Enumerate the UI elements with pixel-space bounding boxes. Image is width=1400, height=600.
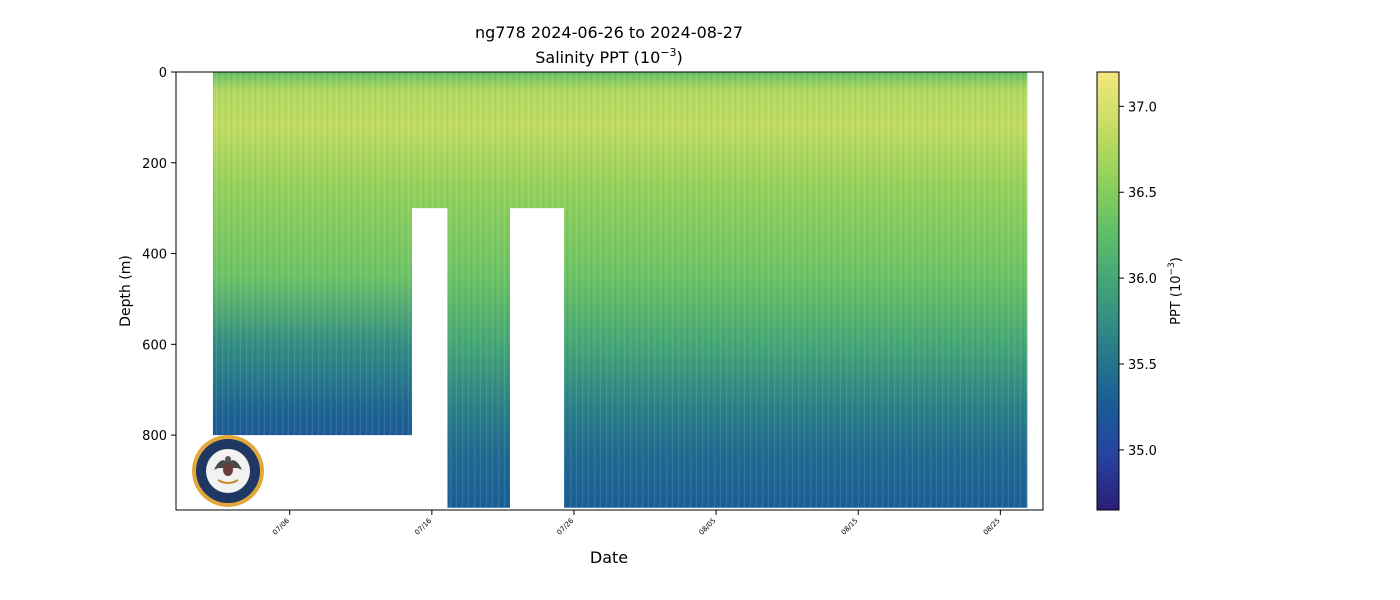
data-segment-texture (447, 72, 511, 508)
colorbar-tick-label: 35.0 (1128, 444, 1157, 459)
x-tick-label: 07/16 (413, 516, 433, 536)
y-tick-label: 0 (159, 66, 167, 81)
data-segment-texture (411, 72, 448, 209)
data-segment-texture (212, 72, 412, 436)
x-tick-label: 07/26 (555, 516, 575, 536)
y-axis: 0 200 400 600 800 (142, 66, 176, 444)
x-tick-label: 07/06 (271, 516, 291, 536)
colorbar-tick-label: 35.5 (1128, 358, 1157, 373)
navy-seal-logo (192, 435, 264, 507)
y-axis-label: Depth (m) (118, 255, 134, 327)
chart-title-line2-exp: −3 (660, 46, 676, 59)
colorbar-label: PPT (10−3) (1167, 257, 1184, 325)
colorbar-label-exp: −3 (1167, 262, 1177, 275)
y-tick-label: 200 (142, 157, 167, 172)
chart-title-line1: ng778 2024-06-26 to 2024-08-27 (475, 23, 743, 42)
plot-area-frame (175, 71, 1044, 511)
chart-title-line2-suffix: ) (677, 48, 683, 67)
y-tick-label: 800 (142, 429, 167, 444)
data-segment-texture (564, 72, 1028, 508)
y-tick-label: 400 (142, 248, 167, 263)
chart-title-line2: Salinity PPT (10−3) (535, 46, 683, 67)
chart-title-line2-prefix: Salinity PPT (10 (535, 48, 660, 67)
colorbar-label-prefix: PPT (10 (1169, 275, 1184, 324)
y-tick-label: 600 (142, 338, 167, 353)
colorbar-ticks: 35.0 35.5 36.0 36.5 37.0 (1119, 100, 1157, 459)
heatmap-data (212, 72, 1028, 508)
x-axis: 07/06 07/16 07/26 08/05 08/15 08/25 (271, 510, 1002, 537)
colorbar-label-suffix: ) (1169, 257, 1184, 262)
x-tick-label: 08/05 (698, 517, 718, 537)
colorbar-tick-label: 36.5 (1128, 186, 1157, 201)
x-tick-label: 08/15 (840, 517, 860, 537)
colorbar-tick-label: 37.0 (1128, 100, 1157, 115)
data-segment-texture (510, 72, 565, 209)
colorbar (1096, 71, 1120, 511)
x-tick-label: 08/25 (982, 517, 1002, 537)
colorbar-tick-label: 36.0 (1128, 272, 1157, 287)
x-axis-label: Date (590, 548, 628, 567)
